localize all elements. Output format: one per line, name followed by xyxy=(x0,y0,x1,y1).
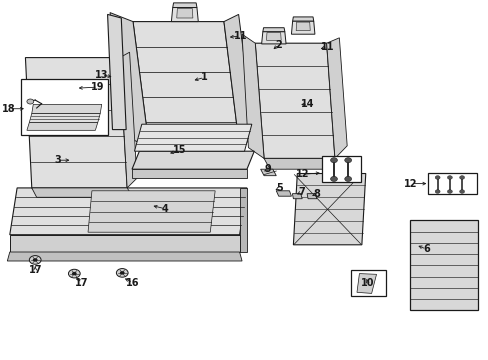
Circle shape xyxy=(344,158,351,163)
Text: 4: 4 xyxy=(162,204,168,214)
Circle shape xyxy=(29,256,41,264)
Bar xyxy=(20,79,107,135)
Polygon shape xyxy=(134,124,251,151)
Polygon shape xyxy=(261,32,285,44)
Polygon shape xyxy=(172,3,197,8)
Text: 7: 7 xyxy=(298,187,305,197)
Polygon shape xyxy=(276,191,291,196)
Bar xyxy=(321,156,360,182)
Bar xyxy=(350,270,386,296)
Circle shape xyxy=(72,272,77,275)
Circle shape xyxy=(330,176,337,181)
Polygon shape xyxy=(149,148,246,160)
Polygon shape xyxy=(255,43,334,158)
Circle shape xyxy=(27,99,34,104)
Text: 16: 16 xyxy=(126,278,140,288)
Text: 12: 12 xyxy=(403,179,417,189)
Polygon shape xyxy=(291,21,314,34)
Polygon shape xyxy=(293,174,365,245)
Polygon shape xyxy=(239,188,246,252)
Circle shape xyxy=(434,190,439,193)
Text: 9: 9 xyxy=(264,164,271,174)
Text: 13: 13 xyxy=(95,70,108,80)
Polygon shape xyxy=(32,104,102,113)
Polygon shape xyxy=(260,169,276,176)
Text: 14: 14 xyxy=(301,99,314,109)
Polygon shape xyxy=(266,32,281,40)
Text: 6: 6 xyxy=(422,244,429,254)
Circle shape xyxy=(33,258,38,262)
Polygon shape xyxy=(132,169,246,178)
Polygon shape xyxy=(326,38,346,158)
Circle shape xyxy=(459,190,464,193)
Text: 2: 2 xyxy=(275,40,282,50)
Text: 17: 17 xyxy=(75,278,89,288)
Polygon shape xyxy=(242,34,264,158)
Polygon shape xyxy=(120,52,137,188)
Polygon shape xyxy=(10,188,246,235)
Bar xyxy=(427,173,476,194)
Circle shape xyxy=(434,176,439,179)
Text: 12: 12 xyxy=(295,169,308,179)
Text: 10: 10 xyxy=(360,278,374,288)
Polygon shape xyxy=(306,194,316,199)
Circle shape xyxy=(344,176,351,181)
Text: 3: 3 xyxy=(54,155,61,165)
Polygon shape xyxy=(29,113,100,122)
Text: 11: 11 xyxy=(320,42,334,52)
Polygon shape xyxy=(296,22,309,31)
Circle shape xyxy=(116,269,128,277)
Text: 1: 1 xyxy=(201,72,207,82)
Polygon shape xyxy=(224,14,254,148)
Polygon shape xyxy=(25,58,127,188)
Polygon shape xyxy=(107,14,126,130)
Text: 19: 19 xyxy=(91,82,104,92)
Polygon shape xyxy=(110,13,149,148)
Text: 17: 17 xyxy=(28,265,42,275)
Circle shape xyxy=(447,176,451,179)
Polygon shape xyxy=(292,17,313,21)
Polygon shape xyxy=(132,151,254,169)
Circle shape xyxy=(120,271,124,275)
Text: 11: 11 xyxy=(233,31,247,41)
Polygon shape xyxy=(292,194,302,199)
Text: 8: 8 xyxy=(313,189,320,199)
Polygon shape xyxy=(32,188,133,197)
Text: 18: 18 xyxy=(2,104,16,114)
Circle shape xyxy=(447,190,451,193)
Circle shape xyxy=(68,269,80,278)
Circle shape xyxy=(459,176,464,179)
Polygon shape xyxy=(263,28,284,32)
Polygon shape xyxy=(88,191,215,232)
Polygon shape xyxy=(356,274,376,293)
Polygon shape xyxy=(133,22,239,148)
Polygon shape xyxy=(7,252,242,261)
Polygon shape xyxy=(171,8,198,22)
Polygon shape xyxy=(10,235,239,252)
Circle shape xyxy=(330,158,337,163)
Text: 5: 5 xyxy=(276,183,283,193)
Polygon shape xyxy=(27,122,98,130)
Polygon shape xyxy=(409,220,477,310)
Text: 15: 15 xyxy=(173,145,186,156)
Polygon shape xyxy=(177,9,192,18)
Polygon shape xyxy=(264,158,341,169)
